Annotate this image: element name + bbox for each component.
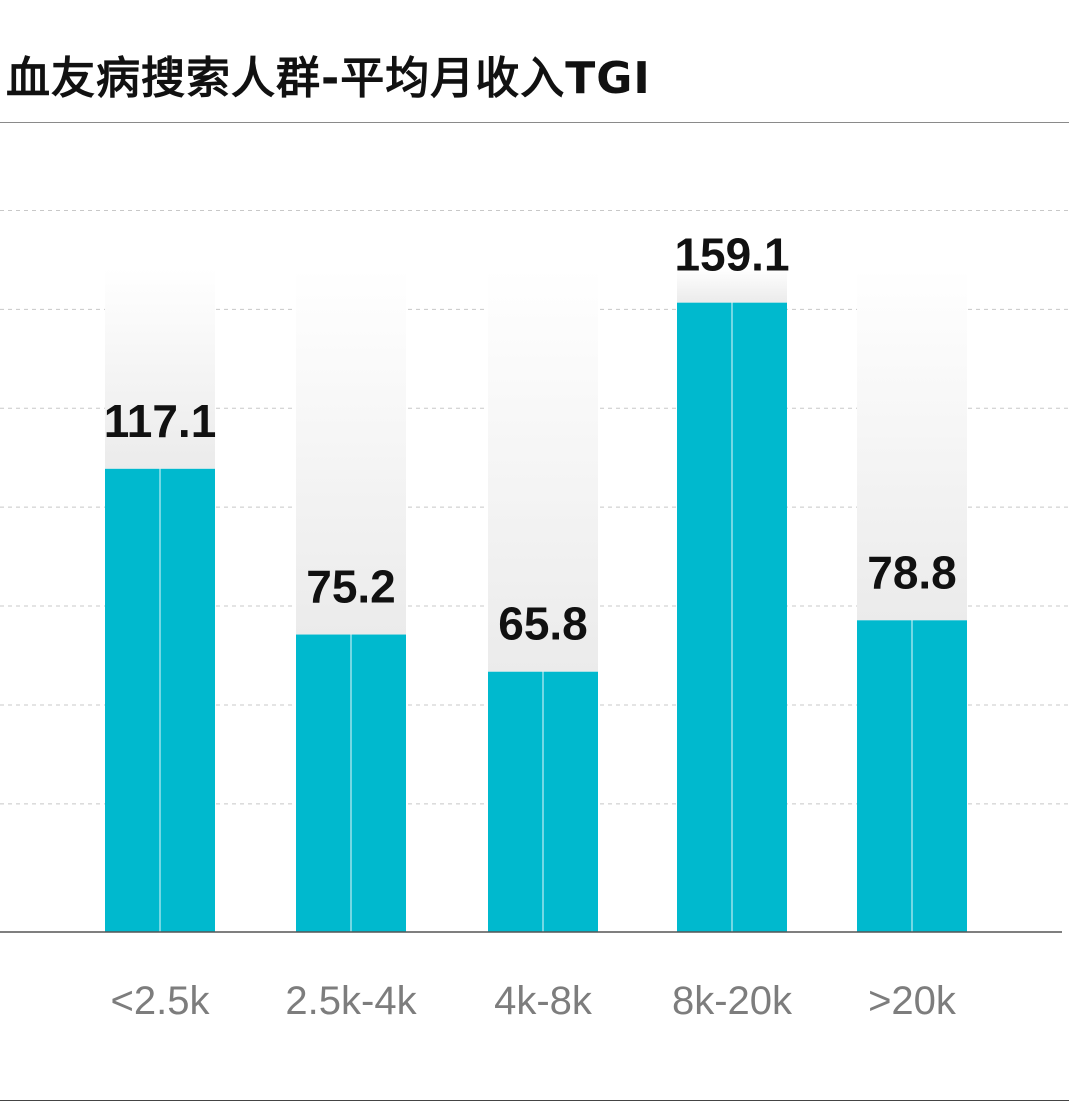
category-label: >20k — [868, 979, 957, 1023]
value-label: 159.1 — [674, 229, 789, 281]
title-divider — [0, 122, 1069, 123]
value-label: 78.8 — [867, 546, 957, 598]
bar-background — [857, 268, 967, 621]
bar-background — [488, 268, 598, 672]
bar — [912, 620, 967, 932]
bar — [296, 634, 351, 932]
value-label: 65.8 — [498, 598, 588, 650]
category-label: 2.5k-4k — [285, 979, 417, 1023]
bar — [732, 302, 787, 932]
bar — [160, 468, 215, 932]
bar — [488, 671, 543, 932]
bar-background — [296, 268, 406, 635]
bar — [105, 468, 160, 932]
bar-background — [105, 268, 215, 469]
category-label: 4k-8k — [494, 979, 593, 1023]
bar — [677, 302, 732, 932]
value-label: 75.2 — [306, 561, 396, 613]
bar — [857, 620, 912, 932]
category-label: <2.5k — [111, 979, 211, 1023]
category-label: 8k-20k — [672, 979, 793, 1023]
chart-title: 血友病搜索人群-平均月收入TGI — [6, 53, 651, 104]
bar-background — [677, 268, 787, 303]
bar — [543, 671, 598, 932]
value-label: 117.1 — [104, 395, 217, 447]
bottom-divider — [0, 1100, 1069, 1101]
bar — [351, 634, 406, 932]
